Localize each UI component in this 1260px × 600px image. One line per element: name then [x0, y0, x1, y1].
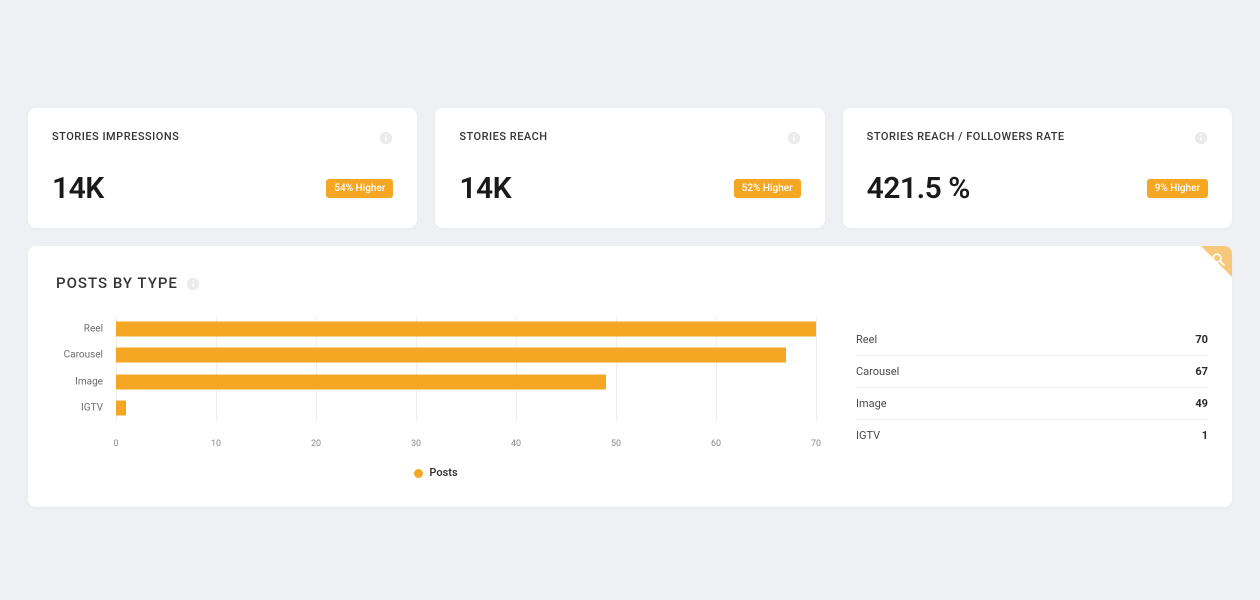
card-title: STORIES IMPRESSIONS [52, 130, 393, 143]
posts-by-type-card: POSTS BY TYPE Reel Carousel Image IGTV 0 10 2… [28, 246, 1232, 507]
card-stories-impressions: STORIES IMPRESSIONS 14K 54% Higher [28, 108, 417, 228]
table-label: IGTV [856, 429, 880, 442]
chart-y-label: Carousel [64, 350, 103, 361]
chart-y-label: Image [75, 376, 103, 387]
chart-y-label: IGTV [81, 402, 103, 413]
chart-bar[interactable] [116, 374, 606, 389]
card-stories-reach: STORIES REACH 14K 52% Higher [435, 108, 824, 228]
table-row: Carousel 67 [856, 356, 1208, 388]
card-value: 14K [459, 171, 511, 206]
chart-x-tick: 70 [811, 439, 821, 449]
stats-cards-row: STORIES IMPRESSIONS 14K 54% Higher STORI… [28, 108, 1232, 228]
table-row: Image 49 [856, 388, 1208, 420]
chart-bar[interactable] [116, 348, 786, 363]
card-title: STORIES REACH [459, 130, 800, 143]
chart-x-tick: 0 [113, 439, 118, 449]
info-icon[interactable] [186, 276, 200, 290]
table-label: Reel [856, 333, 877, 346]
card-stories-reach-followers-rate: STORIES REACH / FOLLOWERS RATE 421.5 % 9… [843, 108, 1232, 228]
chart-x-tick: 60 [711, 439, 721, 449]
chart-x-tick: 50 [611, 439, 621, 449]
table-value: 49 [1195, 397, 1208, 410]
table-value: 1 [1202, 429, 1208, 442]
chart-x-tick: 40 [511, 439, 521, 449]
table-value: 67 [1195, 365, 1208, 378]
expand-corner[interactable] [1188, 246, 1232, 290]
trend-badge: 52% Higher [734, 179, 801, 198]
table-label: Carousel [856, 365, 899, 378]
info-icon[interactable] [787, 130, 801, 144]
chart-legend: Posts [56, 466, 816, 479]
chart-bar[interactable] [116, 322, 816, 337]
trend-badge: 9% Higher [1147, 179, 1208, 198]
chart-x-tick: 20 [311, 439, 321, 449]
chart-title: POSTS BY TYPE [56, 274, 178, 292]
table-value: 70 [1195, 333, 1208, 346]
legend-dot-icon [414, 469, 423, 478]
card-value: 421.5 % [867, 171, 970, 206]
chart-x-tick: 10 [211, 439, 221, 449]
info-icon[interactable] [1194, 130, 1208, 144]
chart-gridline [816, 316, 817, 421]
chart-panel: POSTS BY TYPE Reel Carousel Image IGTV 0 10 2… [56, 274, 816, 479]
chart-y-label: Reel [84, 324, 103, 335]
chart-bar[interactable] [116, 400, 126, 415]
chart-x-tick: 30 [411, 439, 421, 449]
table-label: Image [856, 397, 887, 410]
trend-badge: 54% Higher [326, 179, 393, 198]
data-table: Reel 70 Carousel 67 Image 49 IGTV 1 [856, 274, 1208, 479]
table-row: IGTV 1 [856, 420, 1208, 451]
table-row: Reel 70 [856, 324, 1208, 356]
info-icon[interactable] [379, 130, 393, 144]
card-value: 14K [52, 171, 104, 206]
card-title: STORIES REACH / FOLLOWERS RATE [867, 130, 1208, 143]
chart-area: ReelCarouselImageIGTV 010203040506070 [116, 316, 816, 456]
search-icon [1211, 252, 1226, 267]
legend-label: Posts [429, 466, 457, 479]
